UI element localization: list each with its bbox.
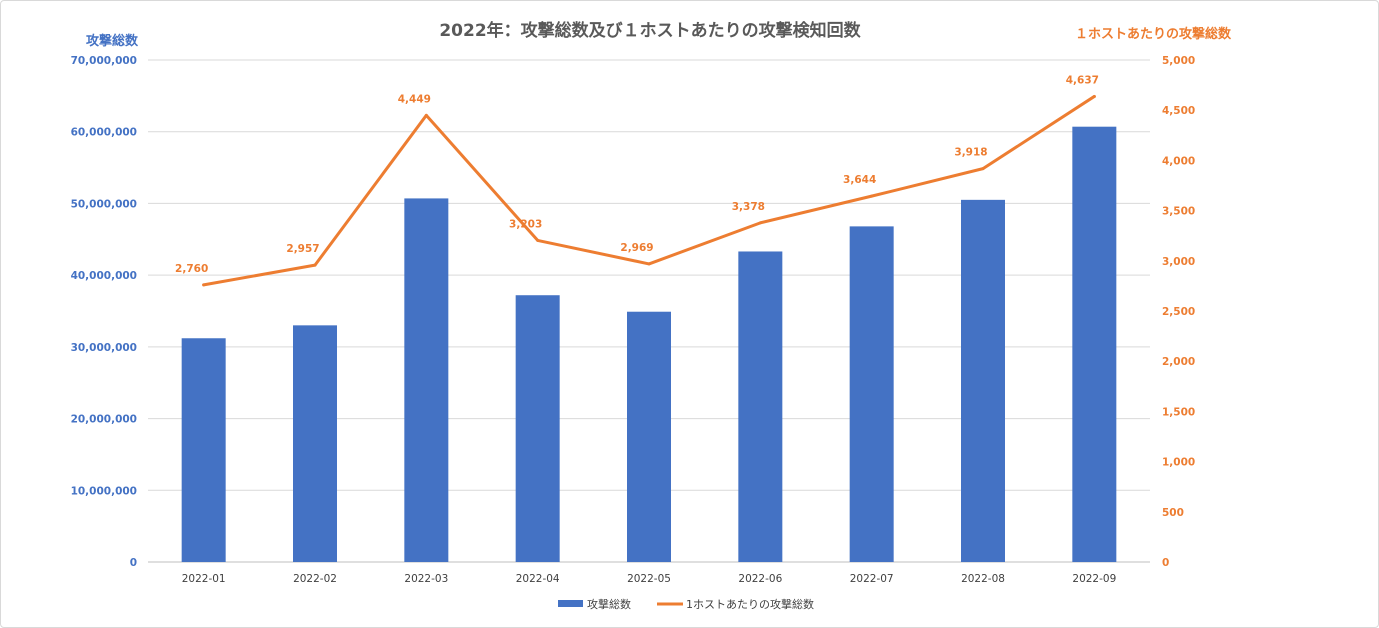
- y-right-tick-label: 4,500: [1162, 105, 1195, 117]
- line-point: [313, 263, 317, 267]
- y-right-tick-label: 2,000: [1162, 356, 1195, 368]
- data-label: 2,760: [175, 263, 208, 275]
- data-label: 3,378: [732, 201, 765, 213]
- line-point: [1092, 94, 1096, 98]
- y-right-tick-label: 3,000: [1162, 256, 1195, 268]
- y-right-tick-label: 3,500: [1162, 206, 1195, 218]
- x-tick-label: 2022-05: [627, 573, 671, 585]
- y-right-tick-label: 1,000: [1162, 457, 1195, 469]
- x-axis-ticks: 2022-01 2022-02 2022-03 2022-04 2022-05 2022-…: [182, 573, 1117, 585]
- bar: [404, 198, 449, 562]
- line-point: [202, 283, 206, 287]
- x-tick-label: 2022-03: [404, 573, 448, 585]
- y-left-tick-label: 30,000,000: [71, 342, 137, 354]
- bar-series: [181, 126, 1117, 563]
- y-right-tick-label: 2,500: [1162, 306, 1195, 318]
- bar: [181, 338, 226, 562]
- line-point: [647, 262, 651, 266]
- bar: [961, 199, 1005, 563]
- data-label: 4,449: [398, 93, 431, 105]
- line-point: [870, 194, 874, 198]
- legend-label-line: 1ホストあたりの攻撃総数: [686, 597, 814, 611]
- data-label: 4,637: [1066, 74, 1099, 86]
- y-right-tick-label: 1,500: [1162, 406, 1195, 418]
- legend-label-bar: 攻撃総数: [587, 597, 631, 611]
- line-series: 2,760 2,957 4,449 3,203 2,969 3,378 3,644 3,918…: [175, 74, 1099, 287]
- x-tick-label: 2022-06: [738, 573, 782, 585]
- y-left-tick-label: 70,000,000: [71, 55, 137, 67]
- y-left-tick-label: 50,000,000: [71, 198, 137, 210]
- bar: [1072, 126, 1117, 563]
- y-left-tick-label: 60,000,000: [71, 127, 137, 139]
- data-label: 2,969: [620, 242, 653, 254]
- bar: [515, 295, 560, 562]
- y-right-tick-label: 4,000: [1162, 155, 1195, 167]
- bar: [849, 226, 894, 562]
- line-point: [536, 238, 540, 242]
- data-label: 2,957: [286, 243, 319, 255]
- line-point: [424, 113, 428, 117]
- line-point: [981, 167, 985, 171]
- bar: [738, 251, 783, 562]
- y-axis-left-ticks: 0 10,000,000 20,000,000 30,000,000 40,000,00…: [71, 55, 137, 569]
- y-left-tick-label: 20,000,000: [71, 414, 137, 426]
- line-point: [758, 221, 762, 225]
- y-right-tick-label: 0: [1162, 557, 1169, 569]
- y-axis-right-title: １ホストあたりの攻撃総数: [1075, 26, 1232, 42]
- x-tick-label: 2022-01: [182, 573, 226, 585]
- data-label: 3,644: [843, 174, 876, 186]
- x-tick-label: 2022-08: [961, 573, 1005, 585]
- y-left-tick-label: 0: [130, 557, 137, 569]
- x-tick-label: 2022-04: [516, 573, 560, 585]
- y-left-tick-label: 10,000,000: [71, 485, 137, 497]
- data-label: 3,203: [509, 218, 542, 230]
- legend-swatch-bar: [558, 600, 583, 607]
- legend: 攻撃総数 1ホストあたりの攻撃総数: [558, 597, 814, 611]
- bar: [293, 325, 337, 562]
- y-right-tick-label: 5,000: [1162, 55, 1195, 67]
- y-axis-right-ticks: 0 500 1,000 1,500 2,000 2,500 3,000 3,500 4,000 4…: [1162, 55, 1195, 569]
- chart-title: 2022年：攻撃総数及び１ホストあたりの攻撃検知回数: [439, 20, 861, 41]
- series-line: [202, 94, 1096, 287]
- bar: [627, 311, 671, 562]
- x-tick-label: 2022-09: [1072, 573, 1116, 585]
- data-label: 3,918: [954, 147, 987, 159]
- y-left-tick-label: 40,000,000: [71, 270, 137, 282]
- x-tick-label: 2022-02: [293, 573, 337, 585]
- y-right-tick-label: 500: [1162, 507, 1184, 519]
- y-axis-left-title: 攻撃総数: [86, 33, 139, 49]
- x-tick-label: 2022-07: [850, 573, 894, 585]
